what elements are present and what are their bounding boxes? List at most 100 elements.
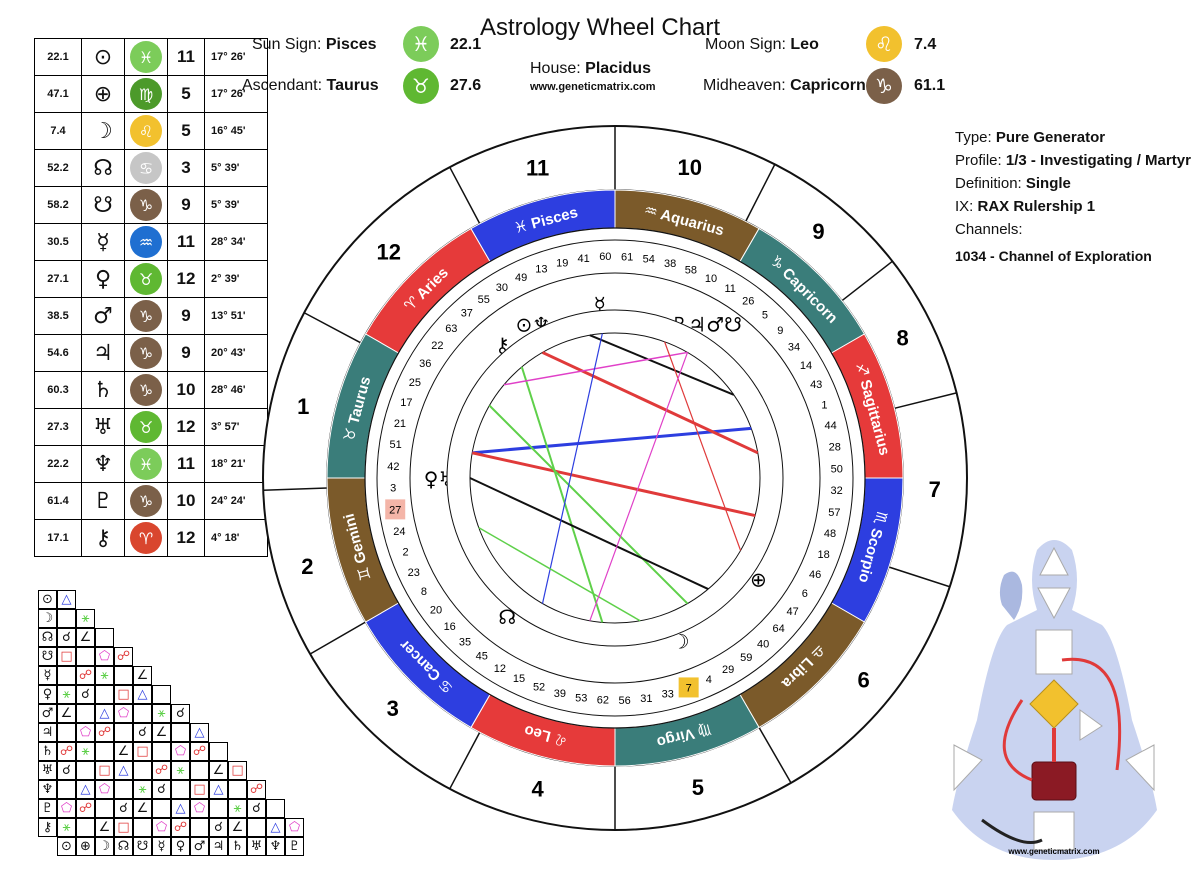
position-value: 4° 18': [204, 519, 268, 557]
gate-number: 63: [445, 323, 457, 335]
planet-glyph: ☊: [81, 149, 125, 187]
spleen-center: [953, 744, 983, 792]
planet-degree: 38.5: [34, 297, 82, 335]
sign-cell: ♑: [124, 297, 168, 335]
aspect-cell: [133, 818, 152, 837]
aspect-cell: ⬠: [76, 723, 95, 742]
aspect-cell: ∠: [95, 818, 114, 837]
sagittarius-icon: ♐: [852, 361, 873, 379]
aspect-cell: [171, 780, 190, 799]
gate-number: 1: [821, 399, 827, 411]
house-divider: [449, 731, 481, 790]
aspect-cell: ☍: [57, 742, 76, 761]
aspect-cell: △: [76, 780, 95, 799]
aspect-cell: [95, 628, 114, 647]
virgo-icon: ♍: [696, 720, 714, 741]
sign-cell: ♑: [124, 334, 168, 372]
aspect-cell: □: [95, 761, 114, 780]
planet-glyph: ♄: [81, 371, 125, 409]
gate-number: 57: [828, 507, 840, 519]
gate-number: 28: [829, 442, 841, 454]
aspect-line: [589, 352, 689, 622]
aspect-row-glyph: ♅: [38, 761, 57, 780]
aspect-col-glyph: ⊕: [76, 837, 95, 856]
gate-number: 60: [599, 251, 611, 263]
aspect-line: [469, 477, 709, 590]
aspect-cell: ☌: [57, 761, 76, 780]
sign-cell: ♈: [124, 519, 168, 557]
aspect-cell: ☌: [247, 799, 266, 818]
aspect-cell: ⚹: [228, 799, 247, 818]
chart-title: Astrology Wheel Chart: [479, 14, 721, 41]
aspect-cell: ⚹: [171, 761, 190, 780]
planet-degree: 30.5: [34, 223, 82, 261]
planet-row: 38.5 ♂ ♑ 9 13° 51': [34, 297, 268, 335]
midheaven-label: Midheaven: Capricorn: [703, 77, 866, 94]
aspect-cell: △: [57, 590, 76, 609]
aspect-cell: ∠: [57, 704, 76, 723]
aspect-cell: ⚹: [57, 818, 76, 837]
leo-icon: ♌: [866, 26, 902, 62]
house-number: 7: [929, 477, 941, 502]
aspect-cell: ⚹: [95, 666, 114, 685]
aspect-cell: ⚹: [133, 780, 152, 799]
aspect-cell: ☍: [247, 780, 266, 799]
capricorn-icon: ♑: [130, 189, 162, 221]
channel-line: [981, 818, 1043, 844]
house-number: 9: [167, 186, 205, 224]
aspect-line: [664, 341, 742, 551]
aspect-cell: [209, 742, 228, 761]
planet-glyph: ⊕: [81, 75, 125, 113]
aspect-cell: [76, 818, 95, 837]
aspect-col-glyph: ☊: [114, 837, 133, 856]
aspect-cell: ☍: [171, 818, 190, 837]
house-number: 9: [812, 219, 824, 244]
taurus-icon: ♉: [340, 426, 361, 444]
position-value: 17° 26': [204, 75, 268, 113]
house-number: 9: [167, 297, 205, 335]
house-divider: [841, 260, 893, 302]
capricorn-icon: ♑: [866, 68, 902, 104]
gate-number: 21: [394, 418, 406, 430]
house-number: 10: [167, 371, 205, 409]
gate-number: 35: [459, 637, 471, 649]
aspect-cell: ☍: [190, 742, 209, 761]
planet-row: 54.6 ♃ ♑ 9 20° 43': [34, 334, 268, 372]
aspect-line: [541, 351, 759, 455]
aspect-cell: ∠: [114, 742, 133, 761]
aspect-cell: ∠: [76, 628, 95, 647]
moon-sign-label: Moon Sign: Leo: [705, 36, 819, 53]
gate-number: 25: [409, 377, 421, 389]
aspect-cell: ☌: [171, 704, 190, 723]
aspect-cell: △: [209, 780, 228, 799]
planet-degree: 47.1: [34, 75, 82, 113]
gate-number: 59: [740, 652, 752, 664]
aspect-cell: [228, 780, 247, 799]
planet-glyph: ☋: [81, 186, 125, 224]
aspect-cell: [114, 723, 133, 742]
position-value: 18° 21': [204, 445, 268, 483]
house-number: 5: [167, 75, 205, 113]
gate-number: 51: [389, 439, 401, 451]
pisces-icon: ♓: [403, 26, 439, 62]
planet-glyph: ⚷: [81, 519, 125, 557]
gate-highlight: [678, 677, 699, 698]
gate-number: 4: [706, 674, 712, 686]
aspect-cell: △: [95, 704, 114, 723]
planet-degree: 7.4: [34, 112, 82, 150]
aspect-cell: ☌: [133, 723, 152, 742]
gate-number: 24: [393, 526, 405, 538]
leo-icon: ♌: [552, 729, 570, 750]
sign-cell: ♋: [124, 149, 168, 187]
gate-number: 5: [762, 309, 768, 321]
house-number: 5: [167, 112, 205, 150]
gate-number: 52: [533, 682, 545, 694]
position-value: 5° 39': [204, 149, 268, 187]
gate-number: 45: [476, 651, 488, 663]
planet-degree: 27.1: [34, 260, 82, 298]
planet-row: 27.3 ♅ ♉ 12 3° 57': [34, 408, 268, 446]
house-number: 12: [167, 260, 205, 298]
aspect-col-glyph: ♄: [228, 837, 247, 856]
sun-sign-label: Sun Sign: Pisces: [252, 36, 377, 53]
aspect-row-glyph: ♆: [38, 780, 57, 799]
